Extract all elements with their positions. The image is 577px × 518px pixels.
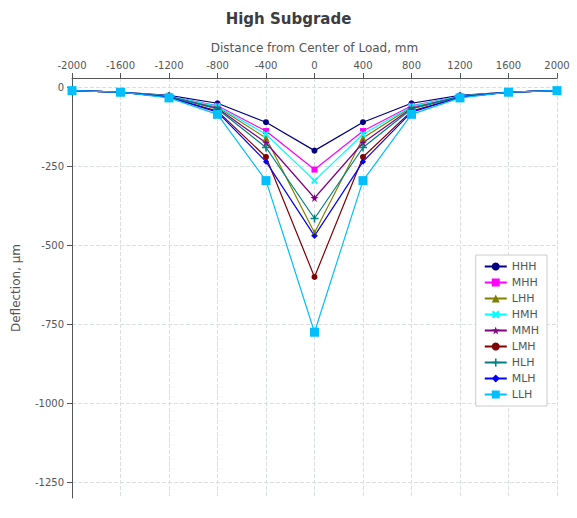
svg-text:-750: -750 xyxy=(41,319,64,330)
svg-text:HLH: HLH xyxy=(512,356,535,369)
svg-text:LMH: LMH xyxy=(512,340,536,353)
svg-text:MHH: MHH xyxy=(512,276,538,289)
svg-text:HHH: HHH xyxy=(512,260,537,273)
svg-text:0: 0 xyxy=(58,82,64,93)
svg-text:MMH: MMH xyxy=(512,324,539,337)
svg-text:-2000: -2000 xyxy=(57,60,86,71)
svg-text:High Subgrade: High Subgrade xyxy=(226,10,352,28)
svg-text:0: 0 xyxy=(311,60,317,71)
svg-text:-1250: -1250 xyxy=(35,477,64,488)
svg-text:LHH: LHH xyxy=(512,292,535,305)
svg-text:LLH: LLH xyxy=(512,388,533,401)
svg-text:HMH: HMH xyxy=(512,308,538,321)
svg-text:-800: -800 xyxy=(206,60,229,71)
svg-text:-1600: -1600 xyxy=(106,60,135,71)
svg-text:-250: -250 xyxy=(41,161,64,172)
svg-text:-500: -500 xyxy=(41,240,64,251)
svg-text:Deflection, μm: Deflection, μm xyxy=(9,244,23,332)
svg-text:Distance from Center of Load,: Distance from Center of Load, mm xyxy=(211,41,418,55)
svg-text:MLH: MLH xyxy=(512,372,536,385)
svg-text:1200: 1200 xyxy=(447,60,472,71)
svg-text:400: 400 xyxy=(353,60,372,71)
svg-text:-1000: -1000 xyxy=(35,398,64,409)
svg-text:800: 800 xyxy=(402,60,421,71)
svg-text:-1200: -1200 xyxy=(154,60,183,71)
svg-text:2000: 2000 xyxy=(544,60,569,71)
svg-text:-400: -400 xyxy=(255,60,278,71)
svg-text:1600: 1600 xyxy=(496,60,521,71)
